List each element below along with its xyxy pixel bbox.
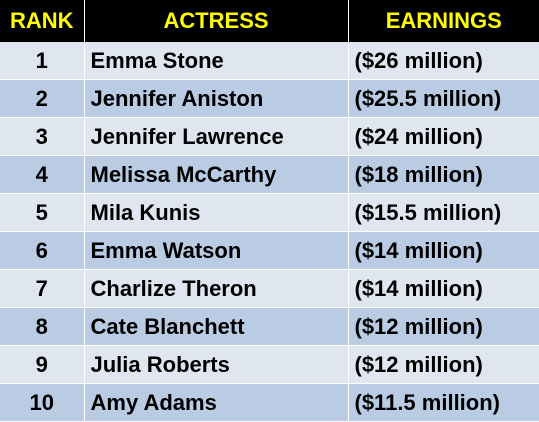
rank-cell: 2	[0, 79, 85, 118]
table-row: 1 Emma Stone ($26 million)	[0, 42, 539, 80]
rank-cell: 3	[0, 117, 85, 156]
rank-cell: 1	[0, 42, 85, 80]
earnings-cell: ($15.5 million)	[348, 193, 539, 232]
rank-cell: 7	[0, 269, 85, 308]
rank-header: RANK	[0, 0, 85, 42]
actress-header: ACTRESS	[84, 0, 349, 42]
earnings-cell: ($26 million)	[348, 42, 539, 80]
earnings-cell: ($11.5 million)	[348, 383, 539, 422]
table-row: 5 Mila Kunis ($15.5 million)	[0, 193, 539, 232]
earnings-cell: ($24 million)	[348, 117, 539, 156]
table-row: 6 Emma Watson ($14 million)	[0, 231, 539, 270]
actress-cell: Emma Stone	[84, 42, 349, 80]
table-row: 10 Amy Adams ($11.5 million)	[0, 383, 539, 422]
table-row: 8 Cate Blanchett ($12 million)	[0, 307, 539, 346]
table-row: 7 Charlize Theron ($14 million)	[0, 269, 539, 308]
earnings-cell: ($14 million)	[348, 269, 539, 308]
table-row: 4 Melissa McCarthy ($18 million)	[0, 155, 539, 194]
header-row: RANK ACTRESS EARNINGS	[0, 0, 539, 42]
actress-cell: Charlize Theron	[84, 269, 349, 308]
earnings-cell: ($14 million)	[348, 231, 539, 270]
actress-cell: Julia Roberts	[84, 345, 349, 384]
table-row: 3 Jennifer Lawrence ($24 million)	[0, 117, 539, 156]
actress-cell: Jennifer Aniston	[84, 79, 349, 118]
actress-cell: Amy Adams	[84, 383, 349, 422]
actress-cell: Jennifer Lawrence	[84, 117, 349, 156]
table-row: 2 Jennifer Aniston ($25.5 million)	[0, 79, 539, 118]
actress-cell: Mila Kunis	[84, 193, 349, 232]
rank-cell: 5	[0, 193, 85, 232]
actress-cell: Emma Watson	[84, 231, 349, 270]
earnings-header: EARNINGS	[348, 0, 539, 42]
rank-cell: 9	[0, 345, 85, 384]
actress-cell: Melissa McCarthy	[84, 155, 349, 194]
rank-cell: 4	[0, 155, 85, 194]
earnings-cell: ($18 million)	[348, 155, 539, 194]
earnings-cell: ($12 million)	[348, 307, 539, 346]
rank-cell: 6	[0, 231, 85, 270]
table-row: 9 Julia Roberts ($12 million)	[0, 345, 539, 384]
rank-cell: 10	[0, 383, 85, 422]
actress-cell: Cate Blanchett	[84, 307, 349, 346]
earnings-cell: ($25.5 million)	[348, 79, 539, 118]
rank-cell: 8	[0, 307, 85, 346]
earnings-cell: ($12 million)	[348, 345, 539, 384]
